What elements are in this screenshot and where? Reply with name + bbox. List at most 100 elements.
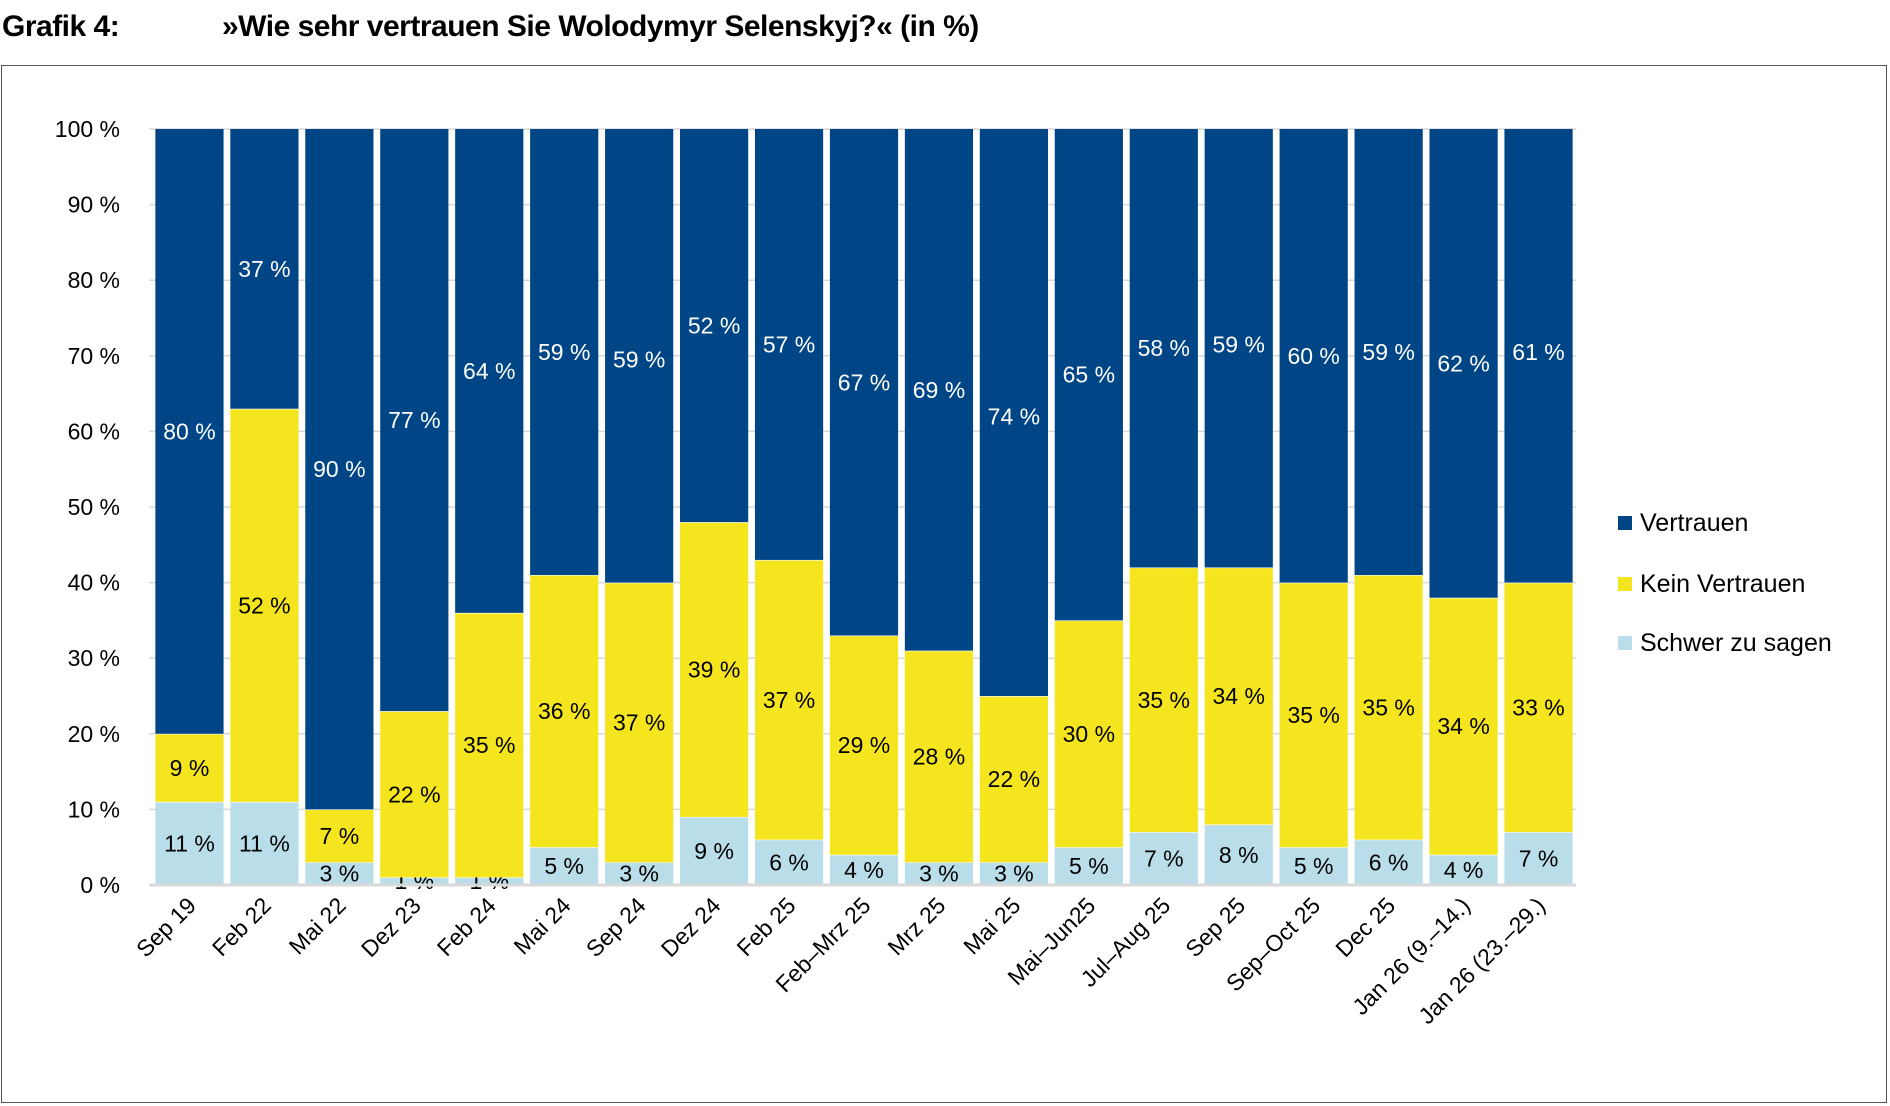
bar-segment — [680, 816, 749, 885]
data-label: 7 % — [1519, 846, 1559, 872]
data-label: 33 % — [1512, 694, 1564, 720]
bar-segment — [530, 575, 599, 848]
bar-segment — [305, 129, 374, 810]
bar-segment — [230, 408, 299, 802]
bar-segment — [1354, 839, 1423, 885]
bar-segment — [155, 801, 224, 885]
data-label: 30 % — [1063, 721, 1115, 747]
bar-segment — [829, 854, 899, 885]
x-tick-label: Feb 22 — [207, 892, 276, 961]
bar-segment — [829, 635, 899, 855]
x-tick-label: Mai 25 — [958, 892, 1025, 959]
y-tick-label: 10 % — [68, 796, 120, 822]
bar-segment — [1054, 129, 1123, 621]
x-tick-label: Mai 24 — [509, 892, 576, 959]
bar-segment — [155, 129, 224, 734]
bar-segment — [455, 612, 524, 878]
bar-segment — [754, 839, 824, 885]
data-label: 52 % — [238, 592, 290, 618]
bar-segment — [1504, 129, 1573, 583]
x-tick-label: Dec 25 — [1330, 892, 1400, 962]
bar-segment — [605, 582, 674, 863]
data-label: 67 % — [838, 369, 890, 395]
bar-segment — [1504, 582, 1573, 833]
data-label: 52 % — [688, 313, 740, 339]
bar-segment — [754, 129, 824, 560]
data-label: 62 % — [1437, 350, 1489, 376]
bar-segment — [1504, 832, 1573, 885]
bar-segment — [1129, 567, 1198, 833]
x-tick-label: Mai 22 — [284, 892, 351, 959]
x-tick-label: Sep 25 — [1180, 892, 1250, 962]
y-tick-label: 50 % — [68, 494, 120, 520]
data-label: 36 % — [538, 698, 590, 724]
data-label: 37 % — [613, 709, 665, 735]
bar-segment — [305, 862, 374, 885]
legend-swatch — [1618, 516, 1632, 530]
bar-segment — [1354, 575, 1423, 840]
bar-segment — [455, 877, 524, 885]
legend-label: Kein Vertrauen — [1640, 570, 1805, 598]
bar-segment — [904, 862, 974, 885]
data-label: 7 % — [320, 823, 360, 849]
bar-segment — [230, 129, 299, 409]
data-label: 35 % — [1362, 694, 1414, 720]
data-label: 5 % — [1294, 853, 1334, 879]
y-tick-label: 100 % — [55, 116, 120, 142]
figure-title: »Wie sehr vertrauen Sie Wolodymyr Selens… — [222, 10, 979, 43]
data-label: 4 % — [1444, 857, 1484, 883]
y-tick-label: 0 % — [80, 872, 120, 898]
bar-segment — [979, 862, 1048, 885]
data-label: 90 % — [313, 456, 365, 482]
bar-segment — [605, 129, 674, 583]
figure-number: Grafik 4: — [2, 10, 120, 43]
data-label: 64 % — [463, 358, 515, 384]
data-label: 9 % — [694, 838, 734, 864]
data-label: 4 % — [844, 857, 884, 883]
bar-segment — [904, 650, 974, 863]
bar-segment — [904, 129, 974, 651]
data-label: 80 % — [163, 418, 215, 444]
bar-segment — [1429, 597, 1498, 855]
chart-title: Grafik 4: »Wie sehr vertrauen Sie Wolodym… — [2, 10, 979, 44]
x-tick-label: Sep 19 — [131, 892, 201, 962]
bar-segment — [1279, 847, 1348, 885]
data-label: 69 % — [913, 377, 965, 403]
data-label: 59 % — [613, 347, 665, 373]
legend-label: Schwer zu sagen — [1640, 629, 1832, 657]
x-tick-label: Sep 24 — [581, 892, 651, 962]
data-label: 59 % — [538, 339, 590, 365]
bar-segment — [1129, 832, 1198, 885]
bar-segment — [530, 847, 599, 885]
data-label: 59 % — [1362, 339, 1414, 365]
data-label: 8 % — [1219, 842, 1259, 868]
data-label: 11 % — [239, 830, 290, 856]
y-tick-label: 90 % — [68, 192, 120, 218]
legend-swatch — [1618, 577, 1632, 591]
data-label: 61 % — [1512, 339, 1564, 365]
data-label: 3 % — [994, 861, 1034, 887]
data-label: 28 % — [913, 743, 965, 769]
data-label: 34 % — [1437, 713, 1489, 739]
bar-segment — [1354, 129, 1423, 576]
data-label: 57 % — [763, 331, 815, 357]
x-tick-label: Dez 24 — [656, 892, 726, 962]
x-tick-label: Feb 24 — [432, 892, 501, 961]
bar-segment — [1129, 129, 1198, 568]
data-label: 3 % — [619, 861, 659, 887]
data-label: 3 % — [320, 861, 360, 887]
bar-segment — [680, 129, 749, 523]
data-label: 59 % — [1213, 331, 1265, 357]
data-label: 34 % — [1213, 683, 1265, 709]
bar-segment — [155, 733, 224, 802]
bar-segment — [1429, 854, 1498, 885]
data-label: 5 % — [544, 853, 584, 879]
bar-segment — [380, 129, 449, 712]
y-tick-label: 70 % — [68, 343, 120, 369]
bar-segment — [305, 809, 374, 863]
bar-segment — [1204, 129, 1273, 568]
data-label: 3 % — [919, 861, 959, 887]
bar-segment — [829, 129, 899, 636]
data-label: 60 % — [1287, 343, 1339, 369]
